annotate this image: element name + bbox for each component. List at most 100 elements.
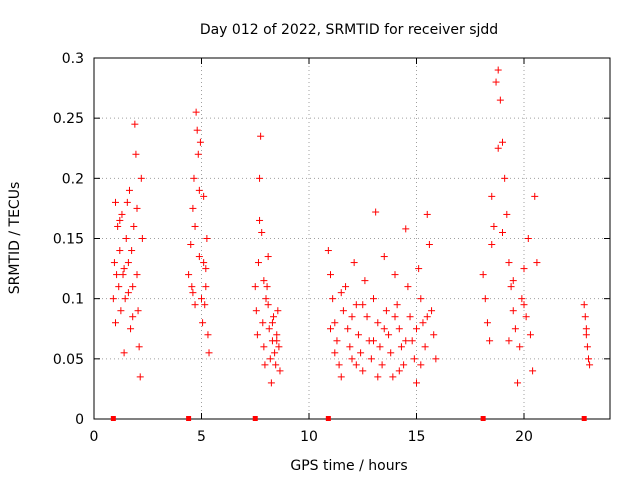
- data-point: [335, 361, 343, 369]
- data-point: [522, 313, 530, 321]
- data-point: [327, 271, 334, 279]
- data-point: [191, 222, 199, 230]
- data-point: [395, 325, 403, 333]
- data-point: [271, 349, 279, 357]
- data-point: [189, 289, 197, 297]
- data-point: [267, 379, 275, 387]
- data-point: [118, 210, 126, 218]
- data-point: [348, 355, 356, 363]
- data-point: [363, 313, 371, 321]
- data-point: [352, 361, 360, 369]
- data-point: [135, 343, 143, 351]
- data-point: [391, 313, 399, 321]
- data-point: [109, 295, 117, 303]
- data-point: [268, 319, 276, 327]
- data-point: [387, 349, 395, 357]
- data-point: [529, 367, 537, 375]
- data-point: [190, 174, 198, 182]
- data-point: [499, 228, 506, 236]
- data-point: [370, 295, 377, 303]
- data-point: [200, 259, 208, 267]
- data-point: [329, 295, 337, 303]
- gap-markers: [110, 416, 587, 421]
- y-tick-label: 0.1: [62, 292, 84, 308]
- data-point: [120, 349, 128, 357]
- data-point: [395, 367, 403, 375]
- data-point: [191, 301, 199, 309]
- data-point: [257, 132, 265, 140]
- axis-marker: [252, 416, 258, 421]
- data-point: [133, 204, 141, 212]
- y-tick-label: 0.15: [53, 232, 84, 248]
- data-point: [492, 78, 500, 86]
- data-point: [205, 349, 213, 357]
- data-point: [129, 283, 137, 291]
- data-point: [254, 259, 262, 267]
- grid: [94, 58, 610, 419]
- data-point: [359, 367, 367, 375]
- x-tick-label: 20: [515, 429, 533, 445]
- data-point: [137, 174, 145, 182]
- x-tick-label: 0: [90, 429, 99, 445]
- x-tick-label: 15: [408, 429, 426, 445]
- data-point: [359, 301, 367, 309]
- data-point: [136, 373, 144, 381]
- data-point: [361, 277, 369, 285]
- data-point: [117, 307, 125, 315]
- data-point: [380, 325, 388, 333]
- data-point: [273, 337, 281, 345]
- data-point: [339, 307, 347, 315]
- data-point: [131, 120, 139, 128]
- data-point: [195, 186, 203, 194]
- data-point: [425, 241, 433, 249]
- data-point: [585, 355, 592, 363]
- data-point: [488, 192, 496, 200]
- data-point: [121, 295, 129, 303]
- data-point: [413, 379, 420, 387]
- data-point: [185, 271, 193, 279]
- data-point: [410, 355, 418, 363]
- data-point: [505, 259, 513, 267]
- data-point: [194, 150, 202, 158]
- data-point: [116, 216, 124, 224]
- data-point: [110, 259, 118, 267]
- axis-marker: [325, 416, 331, 421]
- y-tick-label: 0.3: [62, 51, 84, 67]
- data-point: [265, 325, 273, 333]
- data-point: [348, 313, 356, 321]
- data-point: [272, 361, 280, 369]
- y-tick-label: 0.25: [53, 111, 84, 127]
- data-point: [367, 355, 375, 363]
- data-point: [124, 289, 132, 297]
- data-point: [533, 259, 541, 267]
- data-point: [581, 313, 589, 321]
- data-point: [417, 361, 425, 369]
- data-point: [122, 235, 130, 242]
- data-point: [274, 307, 282, 315]
- data-point: [582, 331, 590, 339]
- x-tick-label: 10: [300, 429, 318, 445]
- data-point: [195, 253, 203, 261]
- data-point: [432, 355, 440, 363]
- data-point: [113, 271, 121, 279]
- data-point: [391, 271, 399, 279]
- data-point: [273, 331, 281, 339]
- data-point: [127, 325, 135, 333]
- data-point: [586, 361, 594, 369]
- data-point: [204, 331, 212, 339]
- data-point: [342, 283, 350, 291]
- data-point: [198, 295, 205, 303]
- data-point: [114, 222, 122, 230]
- data-point: [261, 361, 269, 369]
- data-point: [501, 174, 509, 182]
- data-point: [200, 192, 208, 200]
- data-point: [526, 331, 534, 339]
- data-point: [352, 301, 360, 309]
- y-tick-label: 0: [75, 412, 84, 428]
- data-point: [133, 271, 141, 279]
- plot-frame: [93, 57, 611, 420]
- data-point: [494, 66, 502, 74]
- data-point: [259, 319, 267, 327]
- y-tick-labels: 0 0.05 0.1 0.15 0.2 0.25 0.3: [53, 51, 84, 428]
- data-point: [187, 241, 195, 249]
